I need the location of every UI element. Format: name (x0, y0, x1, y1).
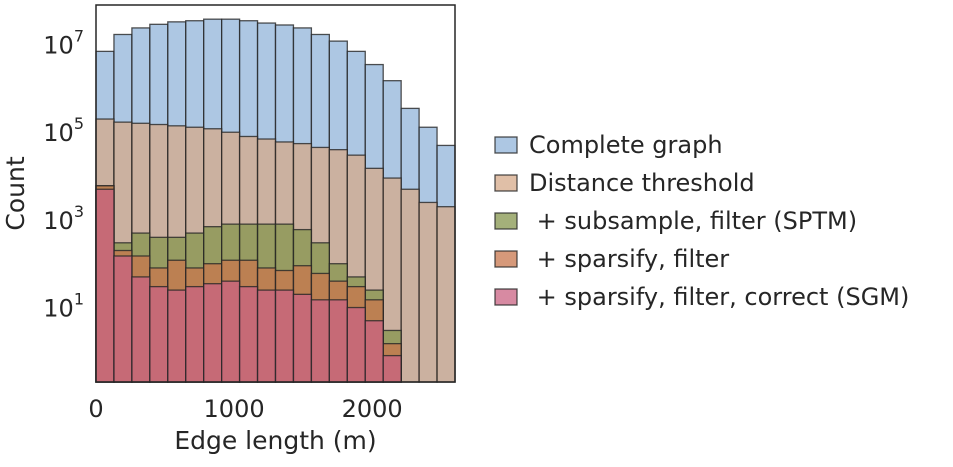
bar-series-4-bin-9 (256, 289, 277, 383)
y-tick-label: 103 (43, 202, 84, 235)
legend-entry-label: Complete graph (529, 131, 723, 159)
x-axis-label: Edge length (m) (174, 426, 376, 455)
legend-swatch (494, 174, 518, 192)
legend-swatch (494, 212, 518, 230)
bar-series-1-bin-18 (418, 201, 438, 383)
x-tick-label: 0 (88, 395, 103, 423)
bar-series-4-bin-7 (220, 280, 241, 383)
bar-series-4-bin-16 (382, 354, 402, 383)
bar-series-4-bin-1 (113, 255, 133, 383)
bar-series-4-bin-2 (131, 276, 151, 383)
bar-series-4-bin-4 (167, 289, 187, 383)
plot-frame (95, 4, 456, 383)
bar-series-4-bin-13 (328, 299, 348, 383)
y-tick-label: 101 (43, 290, 84, 323)
bar-series-4-bin-6 (203, 283, 223, 383)
bar-series-1-bin-17 (400, 188, 420, 383)
bar-series-4-bin-10 (274, 289, 295, 383)
x-axis-ticks: 0 1000 2000 (88, 395, 402, 423)
y-axis-label: Count (1, 156, 30, 230)
bar-series-4-bin-14 (346, 306, 366, 383)
x-tick-label: 2000 (342, 395, 403, 423)
legend: Complete graph Distance threshold + subsa… (494, 131, 909, 311)
legend-swatch (494, 250, 518, 268)
bar-series-4-bin-15 (364, 320, 384, 383)
legend-entry-label: + subsample, filter (SPTM) (529, 207, 857, 235)
bar-series-4-bin-12 (310, 299, 330, 383)
bar-series-4-bin-5 (185, 285, 205, 383)
bar-series-4-bin-0 (95, 188, 115, 383)
y-tick-label: 107 (43, 27, 84, 60)
y-tick-label: 105 (43, 114, 84, 147)
x-tick-label: 1000 (204, 395, 265, 423)
legend-swatch (494, 288, 518, 306)
y-axis-ticks: 101 103 105 107 (43, 27, 84, 323)
legend-entry-label: + sparsify, filter (529, 245, 729, 273)
bar-series-4-bin-8 (238, 285, 259, 383)
histogram-bars (95, 18, 456, 383)
bar-series-4-bin-3 (149, 285, 169, 383)
bar-series-4-bin-11 (292, 293, 313, 383)
legend-swatch (494, 136, 518, 154)
legend-entry-label: Distance threshold (529, 169, 755, 197)
legend-entry-label: + sparsify, filter, correct (SGM) (529, 283, 909, 311)
bar-series-1-bin-19 (436, 206, 456, 383)
